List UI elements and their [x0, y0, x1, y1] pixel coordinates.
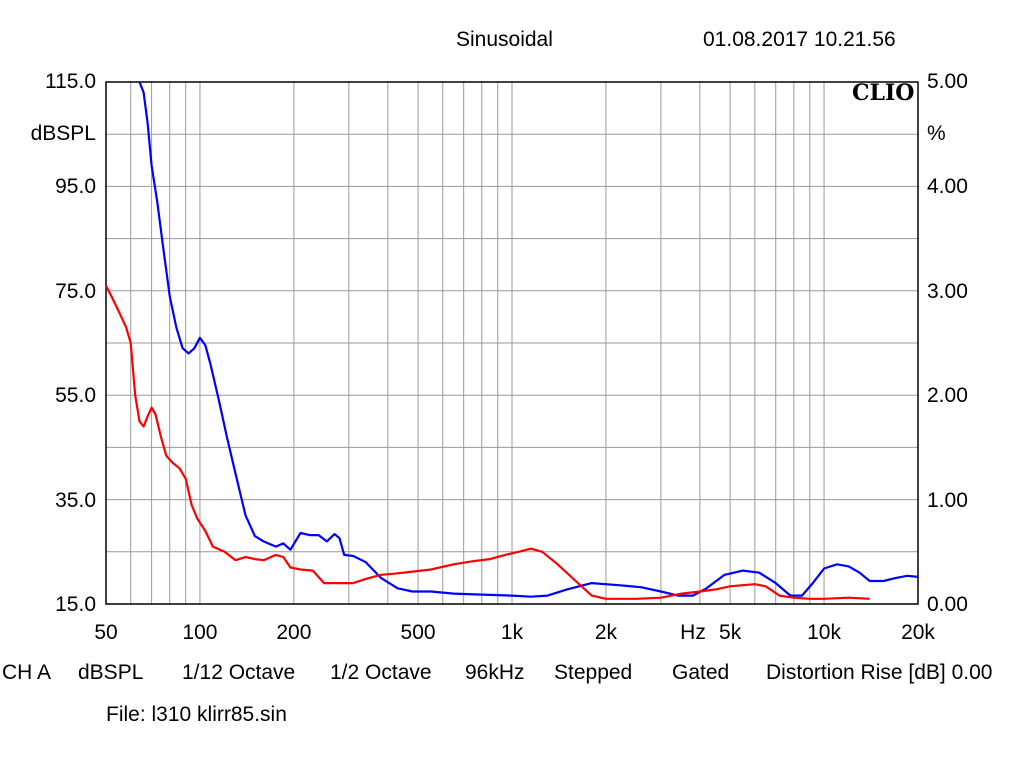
- y-right-tick-3: 3.00: [927, 280, 968, 303]
- sample-rate-label: 96kHz: [465, 661, 525, 684]
- x-tick-label: 500: [400, 621, 436, 644]
- channel-label: CH A: [2, 661, 52, 684]
- x-tick-label: 20k: [901, 621, 935, 644]
- x-tick-label: 50: [94, 621, 118, 644]
- y-right-tick-5: 5.00: [927, 70, 968, 93]
- file-label: File: l310 klirr85.sin: [106, 703, 287, 726]
- x-tick-label: 1k: [500, 621, 524, 644]
- y-right-unit-label: %: [927, 122, 946, 145]
- unit-label: dBSPL: [78, 661, 144, 684]
- sweep-label: Stepped: [554, 661, 633, 684]
- step-label: 1/2 Octave: [330, 661, 432, 684]
- x-tick-label: 2k: [594, 621, 618, 644]
- x-tick-label: 10k: [807, 621, 841, 644]
- y-left-tick-55: 55.0: [55, 384, 96, 407]
- x-unit-label: Hz: [680, 621, 706, 644]
- smoothing-label: 1/12 Octave: [182, 661, 296, 684]
- y-right-tick-0: 0.00: [927, 593, 968, 616]
- timestamp: 01.08.2017 10.21.56: [703, 28, 896, 51]
- series-line-blue: [138, 81, 919, 598]
- gate-label: Gated: [672, 661, 730, 684]
- clio-logo: CLIO: [852, 80, 915, 106]
- x-tick-label: 200: [276, 621, 312, 644]
- y-left-tick-75: 75.0: [55, 280, 96, 303]
- y-left-tick-15: 15.0: [55, 593, 96, 616]
- y-left-tick-95: 95.0: [55, 175, 96, 198]
- x-tick-label: 5k: [719, 621, 742, 644]
- y-right-tick-2: 2.00: [927, 384, 968, 407]
- y-left-unit-label: dBSPL: [30, 122, 96, 145]
- x-tick-label: 100: [182, 621, 218, 644]
- y-left-tick-115: 115.0: [45, 70, 96, 93]
- measurement-mode: Sinusoidal: [456, 28, 553, 51]
- y-right-tick-1: 1.00: [927, 489, 968, 512]
- distortion-label: Distortion Rise [dB] 0.00: [766, 661, 993, 684]
- series-line-red: [105, 285, 870, 600]
- y-right-tick-4: 4.00: [927, 175, 968, 198]
- plot-frame: [105, 81, 919, 605]
- y-left-tick-35: 35.0: [55, 489, 96, 512]
